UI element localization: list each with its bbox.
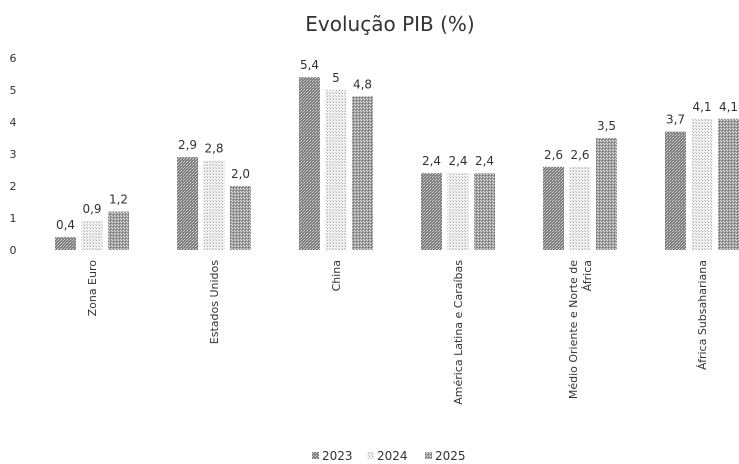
y-tick-label: 2	[10, 180, 17, 193]
bars	[55, 77, 739, 250]
chart-title: Evolução PIB (%)	[305, 12, 474, 36]
bar-2025	[474, 173, 495, 250]
bar-2023	[665, 132, 686, 250]
bar-2023	[543, 167, 564, 250]
bar-2024	[204, 160, 225, 250]
data-label: 0,4	[56, 218, 75, 232]
y-tick-label: 4	[10, 116, 17, 129]
y-tick-label: 3	[10, 148, 17, 161]
legend-label: 2025	[435, 449, 466, 463]
data-labels: 0,4 2,9 5,4 2,4 2,6 3,7 0,9 2,8 5 2,4 2,6 4,1 1,2 2,0…	[56, 58, 738, 232]
y-tick-label: 0	[10, 244, 17, 257]
bar-2023	[55, 237, 76, 250]
y-tick-label: 6	[10, 52, 17, 65]
data-label: 2,9	[178, 138, 197, 152]
bar-2023	[299, 77, 320, 250]
category-label: África	[581, 260, 594, 291]
legend: 2023 2024 2025	[312, 449, 466, 463]
data-label: 4,8	[353, 77, 372, 91]
bar-2025	[352, 96, 373, 250]
data-label: 2,8	[204, 141, 223, 155]
legend-label: 2023	[322, 449, 353, 463]
bar-2024	[326, 90, 347, 250]
bar-2025	[108, 212, 129, 250]
bar-2024	[448, 173, 469, 250]
y-tick-label: 5	[10, 84, 17, 97]
data-label: 4,1	[719, 100, 738, 114]
category-label: Médio Oriente e Norte de	[567, 260, 580, 399]
category-label: América Latina e Caraíbas	[452, 260, 465, 405]
data-label: 5	[332, 71, 340, 85]
data-label: 3,5	[597, 119, 616, 133]
category-label: Zona Euro	[86, 260, 99, 317]
data-label: 2,4	[422, 154, 441, 168]
data-label: 1,2	[109, 193, 128, 207]
bar-2025	[718, 119, 739, 250]
data-label: 2,6	[570, 148, 589, 162]
data-label: 2,4	[475, 154, 494, 168]
data-label: 2,6	[544, 148, 563, 162]
bar-2025	[596, 138, 617, 250]
bar-2024	[82, 221, 103, 250]
data-label: 2,0	[231, 167, 250, 181]
legend-swatch-2025	[425, 452, 432, 459]
data-label: 0,9	[82, 202, 101, 216]
category-labels: Zona Euro Estados Unidos China América Lati…	[86, 260, 709, 405]
bar-2025	[230, 186, 251, 250]
bar-2023	[421, 173, 442, 250]
y-axis: 0 1 2 3 4 5 6	[10, 52, 17, 257]
data-label: 4,1	[692, 100, 711, 114]
legend-swatch-2023	[312, 452, 319, 459]
legend-label: 2024	[377, 449, 408, 463]
category-label: Estados Unidos	[208, 260, 221, 344]
category-label: China	[330, 260, 343, 291]
data-label: 3,7	[666, 113, 685, 127]
data-label: 2,4	[448, 154, 467, 168]
category-label: África Subsahariana	[696, 260, 709, 370]
bar-2024	[692, 119, 713, 250]
bar-2023	[177, 157, 198, 250]
bar-2024	[570, 167, 591, 250]
legend-swatch-2024	[367, 452, 374, 459]
y-tick-label: 1	[10, 212, 17, 225]
data-label: 5,4	[300, 58, 319, 72]
